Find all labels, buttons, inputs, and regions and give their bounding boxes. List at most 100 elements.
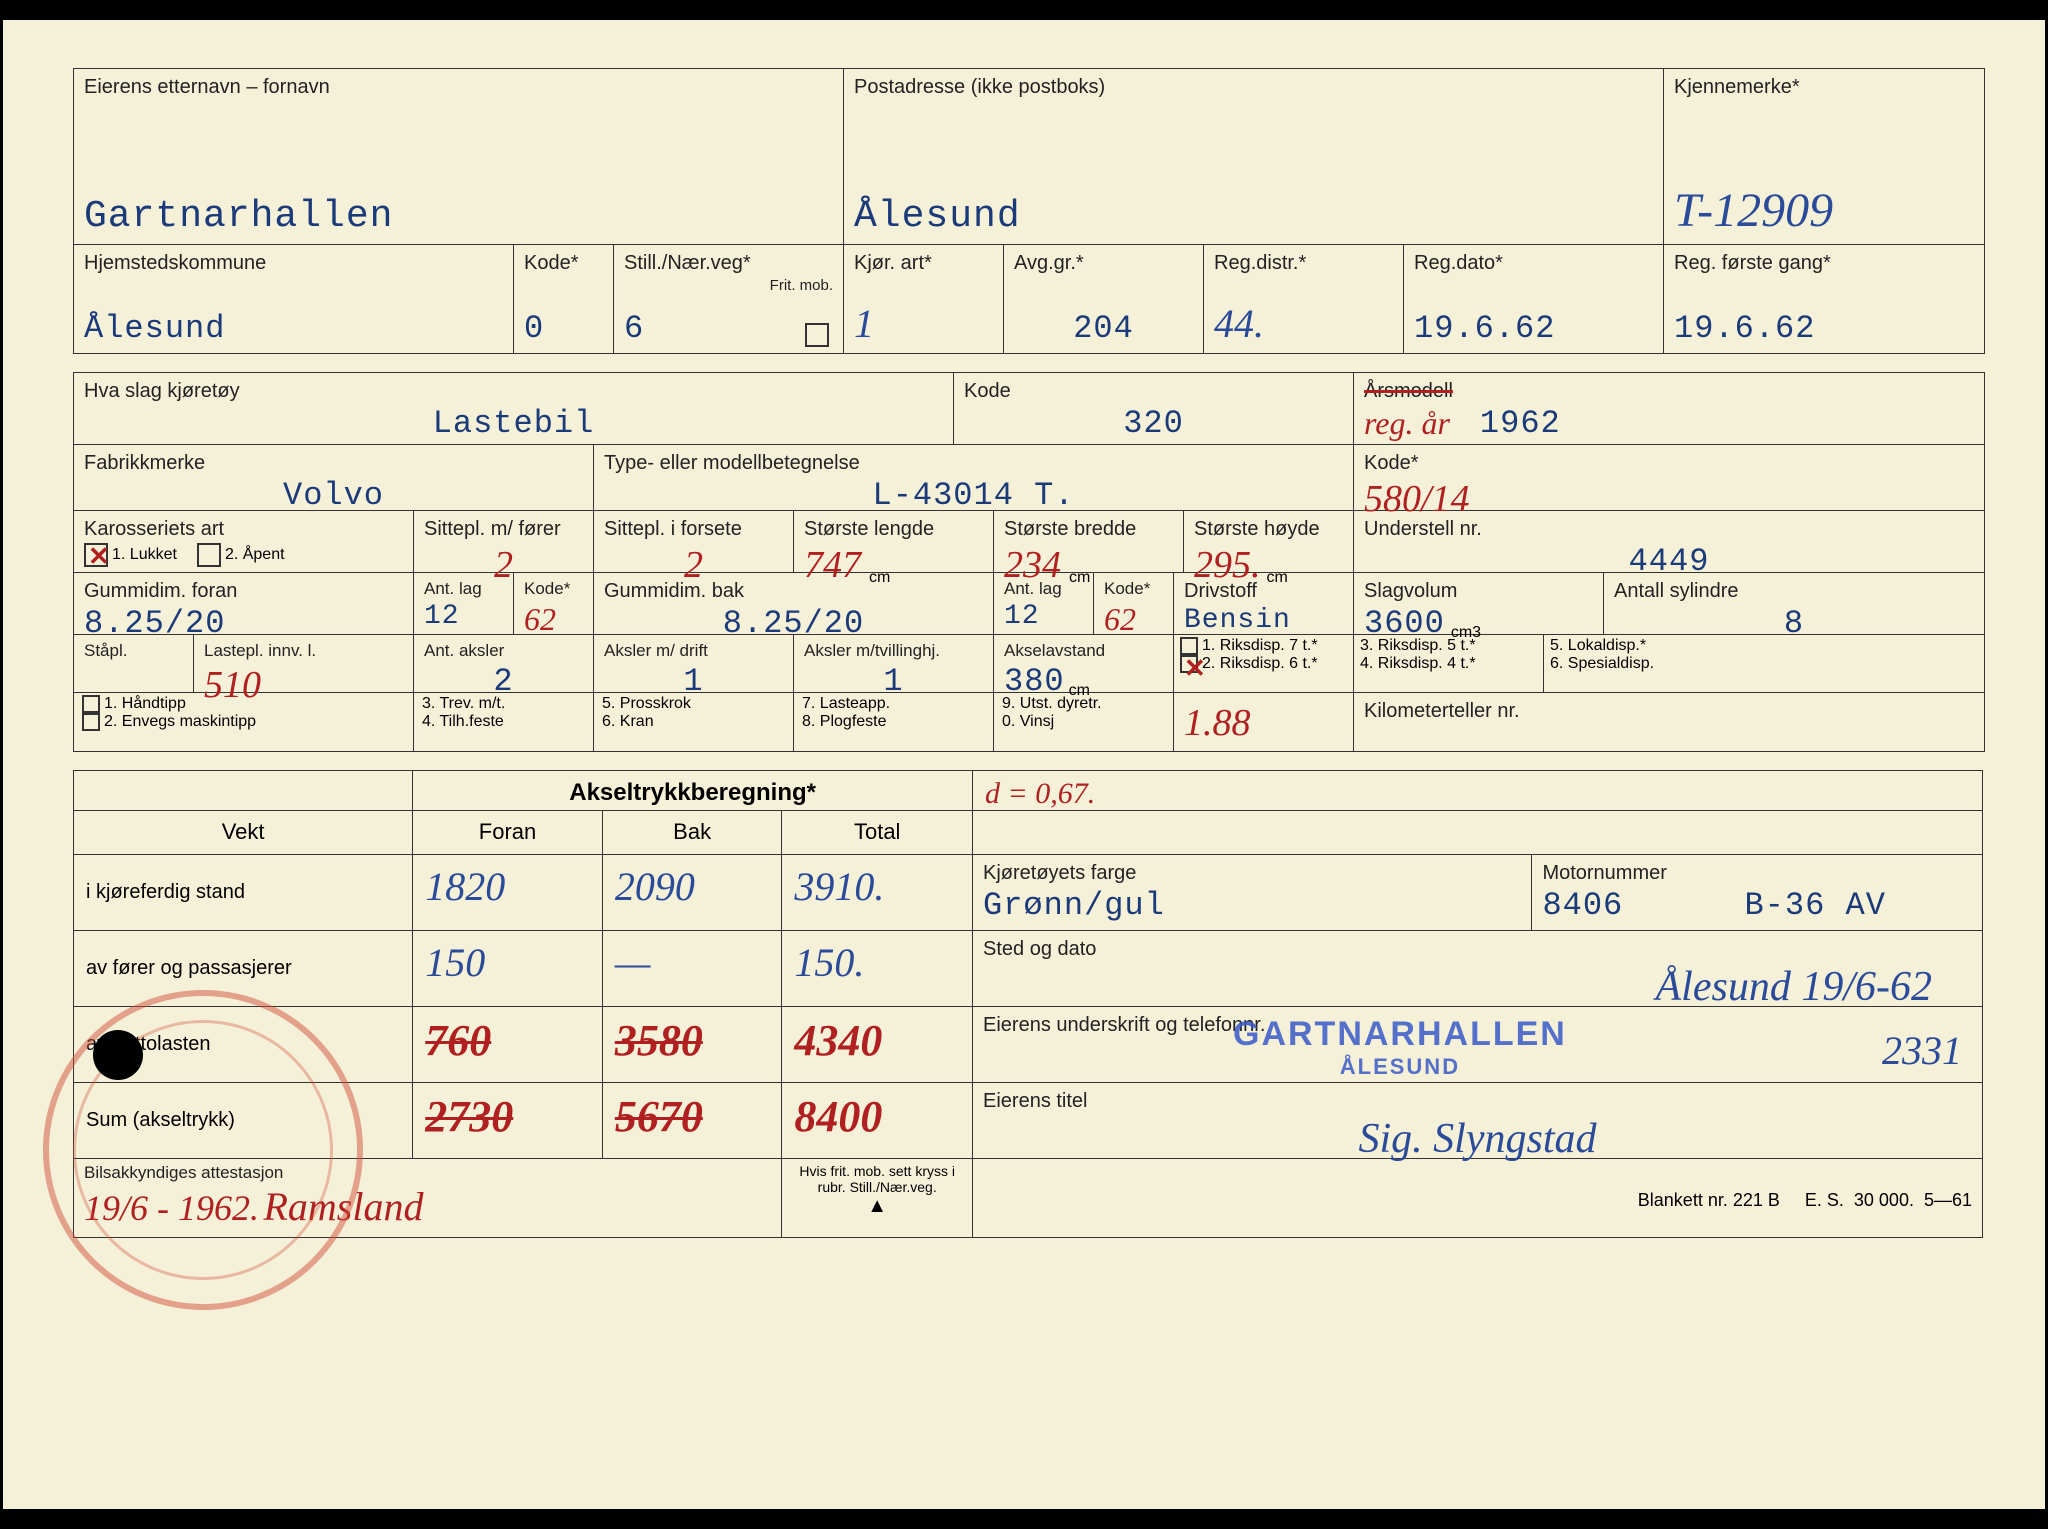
registration-form: Eierens etternavn – fornavn Gartnarhalle…	[3, 20, 2045, 1509]
eq7: 7. Lasteapp.	[802, 695, 985, 713]
body-label: Karosseriets art	[84, 517, 403, 541]
eq1: 1. Håndtipp	[104, 695, 186, 713]
disp3: 3. Riksdisp. 5 t.*	[1360, 637, 1537, 655]
owner-stamp2: ÅLESUND	[1233, 1054, 1567, 1080]
tirerear-label: Gummidim. bak	[604, 579, 983, 603]
layersrear: 12	[1004, 601, 1040, 632]
placedate-label: Sted og dato	[983, 937, 1972, 961]
right-section: d = 0,67. Kjøretøyets farge Grønn/gul Mo…	[973, 770, 1983, 1238]
calc-title: Akseltrykkberegning*	[413, 771, 972, 810]
cyl-label: Antall sylindre	[1614, 579, 1974, 603]
form-id: Blankett nr. 221 B E. S. 30 000. 5—61	[1638, 1190, 1972, 1211]
kjorart-value: 1	[854, 300, 874, 347]
placedate-value: Ålesund 19/6-62	[1656, 963, 1932, 1011]
body-open-checkbox	[197, 543, 221, 567]
d-note: d = 0,67.	[985, 777, 1095, 810]
axles-label: Ant. aksler	[424, 641, 583, 661]
post-address-label: Postadresse (ikke postboks)	[854, 75, 1653, 99]
eq2: 2. Envegs maskintipp	[104, 713, 256, 731]
still-value: 6	[624, 310, 644, 347]
kode-value: 0	[524, 310, 544, 347]
disp5: 5. Lokaldisp.*	[1550, 637, 1978, 655]
r1-foran: 1820	[425, 864, 505, 909]
still-label: Still./Nær.veg*	[624, 251, 833, 275]
eq2-cb	[82, 713, 100, 731]
disp2-checkbox	[1180, 655, 1198, 673]
r4-foran: 2730	[425, 1092, 513, 1141]
chassis-label: Understell nr.	[1364, 517, 1974, 541]
post-address: Ålesund	[854, 195, 1021, 238]
r2-label: av fører og passasjerer	[74, 931, 413, 1006]
attest-label: Bilsakkyndiges attestasjon	[84, 1163, 771, 1183]
col-foran: Foran	[413, 811, 603, 854]
attest-sig: Ramsland	[263, 1184, 423, 1229]
body-closed-checkbox	[84, 543, 108, 567]
layersrear-label: Ant. lag	[1004, 579, 1083, 599]
eq6: 6. Kran	[602, 713, 785, 731]
engine-label: Motornummer	[1542, 861, 1972, 885]
kodefront: 62	[524, 601, 556, 638]
col-bak: Bak	[603, 811, 783, 854]
body-opt2: 2. Åpent	[225, 546, 285, 563]
r3-bak: 3580	[615, 1016, 703, 1065]
engine-value: 8406 B-36 AV	[1542, 887, 1885, 924]
attest-date: 19/6 - 1962.	[84, 1188, 259, 1228]
owner-sig: Sig. Slyngstad	[1359, 1115, 1597, 1163]
kode-label: Kode*	[524, 251, 603, 275]
r1-total: 3910.	[794, 864, 884, 909]
home-value: Ålesund	[84, 310, 225, 347]
width-label: Største bredde	[1004, 517, 1173, 541]
koderear-label: Kode*	[1104, 579, 1163, 599]
seats-front-label: Sittepl. i forsete	[604, 517, 783, 541]
height-label: Største høyde	[1194, 517, 1343, 541]
r1-bak: 2090	[615, 864, 695, 909]
wheelbase-label: Akselavstand	[1004, 641, 1163, 661]
r1-label: i kjøreferdig stand	[74, 855, 413, 930]
odometer-label: Kilometerteller nr.	[1364, 699, 1974, 723]
eq4: 4. Tilh.feste	[422, 713, 585, 731]
eq3: 3. Trev. m/t.	[422, 695, 585, 713]
body-opt1: 1. Lukket	[112, 546, 177, 563]
owner-name-label: Eierens etternavn – fornavn	[84, 75, 833, 99]
eq8: 8. Plogfeste	[802, 713, 985, 731]
owner-name: Gartnarhallen	[84, 195, 393, 238]
regfirst-value: 19.6.62	[1674, 310, 1815, 347]
owner-section: Eierens etternavn – fornavn Gartnarhalle…	[73, 68, 1985, 354]
eq0: 0. Vinsj	[1002, 713, 1165, 731]
fuel-label: Drivstoff	[1184, 579, 1343, 603]
tirefront-label: Gummidim. foran	[84, 579, 403, 603]
make-label: Fabrikkmerke	[84, 451, 583, 475]
plate: T-12909	[1674, 183, 1833, 238]
punch-hole-icon	[93, 1030, 143, 1080]
disp2: 2. Riksdisp. 6 t.*	[1202, 655, 1318, 673]
color-label: Kjøretøyets farge	[983, 861, 1521, 885]
axlesdrive-label: Aksler m/ drift	[604, 641, 783, 661]
fuel: Bensin	[1184, 605, 1291, 636]
year-note: reg. år	[1364, 405, 1450, 442]
col-total: Total	[782, 811, 972, 854]
owner-num: 2331	[1882, 1028, 1962, 1073]
model-label: Type- eller modellbetegnelse	[604, 451, 1343, 475]
eqval: 1.88	[1184, 701, 1251, 745]
avggr-label: Avg.gr.*	[1014, 251, 1193, 275]
r2-foran: 150	[425, 940, 485, 985]
model-value: L-43014 T.	[872, 477, 1074, 514]
r4-total: 8400	[794, 1092, 882, 1141]
col-vekt: Vekt	[74, 811, 413, 854]
r2-bak: —	[615, 940, 651, 985]
axlestwin-label: Aksler m/tvillinghj.	[804, 641, 983, 661]
note-label: Hvis frit. mob. sett kryss i rubr. Still…	[790, 1163, 964, 1195]
eq5: 5. Prosskrok	[602, 695, 785, 713]
r2-total: 150.	[794, 940, 864, 985]
disp4: 4. Riksdisp. 4 t.*	[1360, 655, 1537, 673]
layersfront-label: Ant. lag	[424, 579, 503, 599]
r4-label: Sum (akseltrykk)	[74, 1083, 413, 1158]
kjorart-label: Kjør. art*	[854, 251, 993, 275]
calc-section: Akseltrykkberegning* Vekt Foran Bak Tota…	[73, 770, 973, 1238]
regdistr-value: 44.	[1214, 300, 1264, 347]
year-label: Årsmodell	[1364, 380, 1453, 402]
disp6: 6. Spesialdisp.	[1550, 655, 1978, 673]
vehicle-section: Hva slag kjøretøy Lastebil Kode 320 Årsm…	[73, 372, 1985, 752]
kodefront-label: Kode*	[524, 579, 583, 599]
note-symbol: ▲	[790, 1195, 964, 1218]
